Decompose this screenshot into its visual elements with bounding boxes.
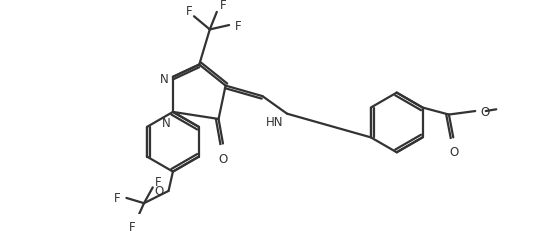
Text: F: F (155, 175, 161, 188)
Text: O: O (480, 105, 490, 118)
Text: F: F (114, 191, 120, 204)
Text: N: N (161, 117, 170, 130)
Text: F: F (129, 219, 135, 231)
Text: O: O (450, 146, 459, 159)
Text: N: N (160, 73, 169, 86)
Text: F: F (235, 19, 242, 32)
Text: O: O (154, 185, 164, 198)
Text: O: O (218, 153, 227, 166)
Text: F: F (220, 0, 226, 12)
Text: HN: HN (266, 116, 283, 129)
Text: F: F (185, 5, 192, 18)
